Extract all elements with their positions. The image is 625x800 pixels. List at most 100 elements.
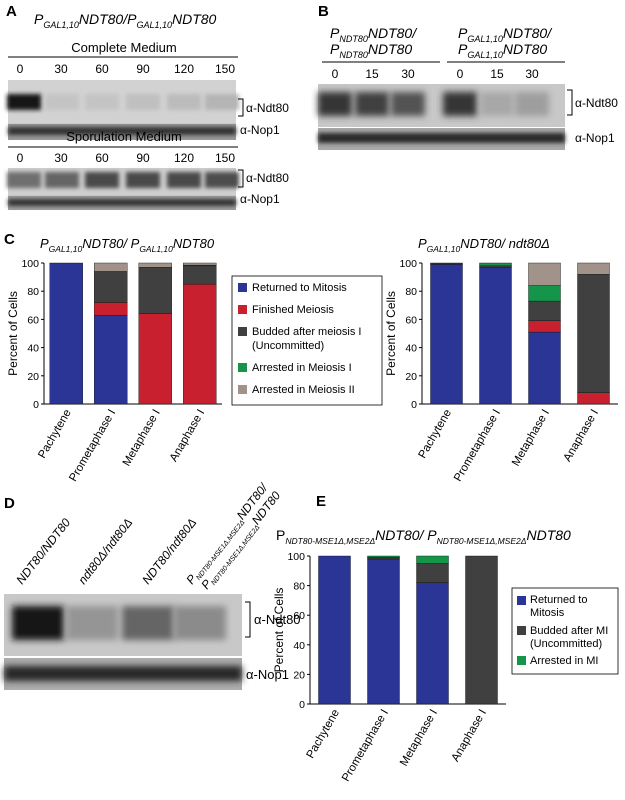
panel-c-right-title: PGAL1,10NDT80/ ndt80Δ <box>418 236 550 254</box>
chart-c-right-bar-1-0 <box>479 267 512 405</box>
label-a-ndt80-1: α-Ndt80 <box>246 101 289 115</box>
band-a-spor-1 <box>45 172 79 188</box>
band-b-0 <box>318 92 352 116</box>
chart-c-right-xtick-label-3: Anaphase I <box>562 408 601 464</box>
chart-e-ytick-label-5: 100 <box>287 551 305 563</box>
panel-letter-e: E <box>316 493 326 510</box>
chart-c-right-bar-2-2 <box>528 300 561 322</box>
chart-e-xtick-label-3: Anaphase I <box>450 708 489 764</box>
chart-e-bar-0-0 <box>318 555 351 705</box>
chart-c-left-bar-2-2 <box>138 267 172 314</box>
lane-a-complete-1: 30 <box>54 62 68 76</box>
chart-c-right-bar-3-2 <box>577 274 610 393</box>
chart-c-right-bar-2-4 <box>528 262 561 286</box>
band-b-3 <box>443 92 477 116</box>
legend-c-swatch-arrest-mi <box>238 363 247 372</box>
chart-c-right-bar-2-1 <box>528 320 561 333</box>
chart-c-left-bar-1-0 <box>94 314 128 405</box>
label-d-nop1: α-Nop1 <box>246 667 289 682</box>
chart-c-left-ytick-label-0: 0 <box>33 399 39 411</box>
chart-c-left-bar-2-1 <box>138 313 172 405</box>
lane-a-complete-5: 150 <box>215 62 235 76</box>
chart-c-left-xtick-label-0: Pachytene <box>36 408 74 461</box>
chart-e-bar-1-1 <box>367 557 400 560</box>
blot-a-spor-nop1-band <box>8 199 236 206</box>
chart-c-left-xtick-label-3: Anaphase I <box>168 408 207 464</box>
chart-c-left-ytick-label-1: 20 <box>27 371 39 383</box>
chart-c-right-bar-2-3 <box>528 285 561 302</box>
lane-a-complete-4: 120 <box>174 62 194 76</box>
blot-d-bands <box>12 606 226 640</box>
lane-d-1: NDT80/NDT80 <box>13 515 73 586</box>
panel-a-genotype: PGAL1,10NDT80/PGAL1,10NDT80 <box>34 11 217 30</box>
chart-e-bar-1-2 <box>367 555 400 558</box>
legend-c-swatch-arrest-mii <box>238 385 247 394</box>
chart-c-left-ytick-label-4: 80 <box>27 286 39 298</box>
legend-e-budded-2: (Uncommitted) <box>530 638 602 650</box>
chart-c-left: 0 20 40 60 80 100 Percent of Cells PachytenePro… <box>6 258 222 484</box>
label-a-nop1-2: α-Nop1 <box>240 192 280 206</box>
blot-b-bands <box>318 92 549 116</box>
bracket-a-2 <box>238 169 244 188</box>
chart-c-right-xtick-label-2: Metaphase I <box>510 408 552 469</box>
panel-b-left-genotype-1: PNDT80NDT80/ <box>330 25 418 44</box>
blot-a-complete-ndt80 <box>8 80 236 124</box>
band-a-complete-1 <box>45 94 79 110</box>
chart-c-right-ytick-label-4: 80 <box>405 286 417 298</box>
legend-c-arrest-mii: Arrested in Meiosis II <box>252 384 355 396</box>
chart-c-left-xtick-label-1: Prometaphase I <box>67 408 118 484</box>
lane-b-1: 15 <box>365 67 379 81</box>
panel-letter-d: D <box>4 495 15 512</box>
legend-e-budded-1: Budded after MI <box>530 625 608 637</box>
band-a-complete-2 <box>85 94 119 110</box>
lane-a-spor-0: 0 <box>17 151 24 165</box>
lane-a-complete-3: 90 <box>136 62 150 76</box>
legend-e-box <box>511 587 619 675</box>
legend-e-swatch-budded <box>517 626 526 635</box>
chart-e-ytick-label-2: 40 <box>293 640 305 652</box>
legend-c-swatch-finished <box>238 305 247 314</box>
panel-c-left-title: PGAL1,10NDT80/ PGAL1,10NDT80 <box>40 236 215 254</box>
sporulation-medium-title: Sporulation Medium <box>66 129 182 144</box>
chart-c-left-ylabel: Percent of Cells <box>6 291 20 376</box>
band-b-1 <box>355 92 389 116</box>
legend-c-uncommitted: (Uncommitted) <box>252 340 324 352</box>
label-d-ndt80: α-Ndt80 <box>254 612 301 627</box>
chart-c-right-bar-0-3 <box>430 262 463 264</box>
band-d-0 <box>12 606 64 640</box>
label-a-ndt80-2: α-Ndt80 <box>246 171 289 185</box>
panel-b: B PNDT80NDT80/ PNDT80NDT80 PGAL1,10NDT80… <box>318 3 618 150</box>
chart-c-right-ytick-label-2: 40 <box>405 343 417 355</box>
blot-a-spor-bands <box>7 172 239 188</box>
panel-b-left-genotype-2: PNDT80NDT80 <box>330 41 412 60</box>
chart-e-bar-1-0 <box>367 558 400 705</box>
chart-c-right-bar-0-0 <box>430 264 463 405</box>
band-a-spor-5 <box>205 172 239 188</box>
band-a-complete-0 <box>7 94 41 110</box>
legend-c-swatch-mitosis <box>238 283 247 292</box>
chart-c-left-ytick-label-2: 40 <box>27 343 39 355</box>
bracket-b <box>567 89 573 116</box>
chart-e-bar-2-1 <box>416 563 449 583</box>
chart-e-ytick-label-1: 20 <box>293 669 305 681</box>
blot-a-spor-ndt80 <box>8 168 236 198</box>
legend-c-budded: Budded after meiosis I <box>252 326 361 338</box>
band-a-complete-4 <box>167 94 201 110</box>
sporulation-medium-lane-labels: 0 30 60 90 120 150 <box>17 151 236 165</box>
chart-c-right-bar-3-1 <box>577 392 610 405</box>
legend-c-arrest-mi: Arrested in Meiosis I <box>252 362 352 374</box>
blot-d-nop1-band <box>4 666 242 681</box>
chart-c-right-bar-2-0 <box>528 331 561 405</box>
panel-b-right-genotype-2: PGAL1,10NDT80 <box>458 41 547 60</box>
legend-e: Returned to Mitosis Budded after MI (Unc… <box>511 587 619 675</box>
chart-c-right-xtick-label-1: Prometaphase I <box>452 408 503 484</box>
band-a-spor-3 <box>126 172 160 188</box>
lane-a-spor-2: 60 <box>95 151 109 165</box>
chart-c-left-bar-2-4 <box>138 262 172 268</box>
chart-c-right-bar-1-3 <box>479 262 512 267</box>
band-a-complete-3 <box>126 94 160 110</box>
chart-c-right-ytick-label-0: 0 <box>411 399 417 411</box>
panel-b-lane-labels: 0 15 30 0 15 30 <box>332 67 539 81</box>
legend-c-mitosis: Returned to Mitosis <box>252 282 347 294</box>
